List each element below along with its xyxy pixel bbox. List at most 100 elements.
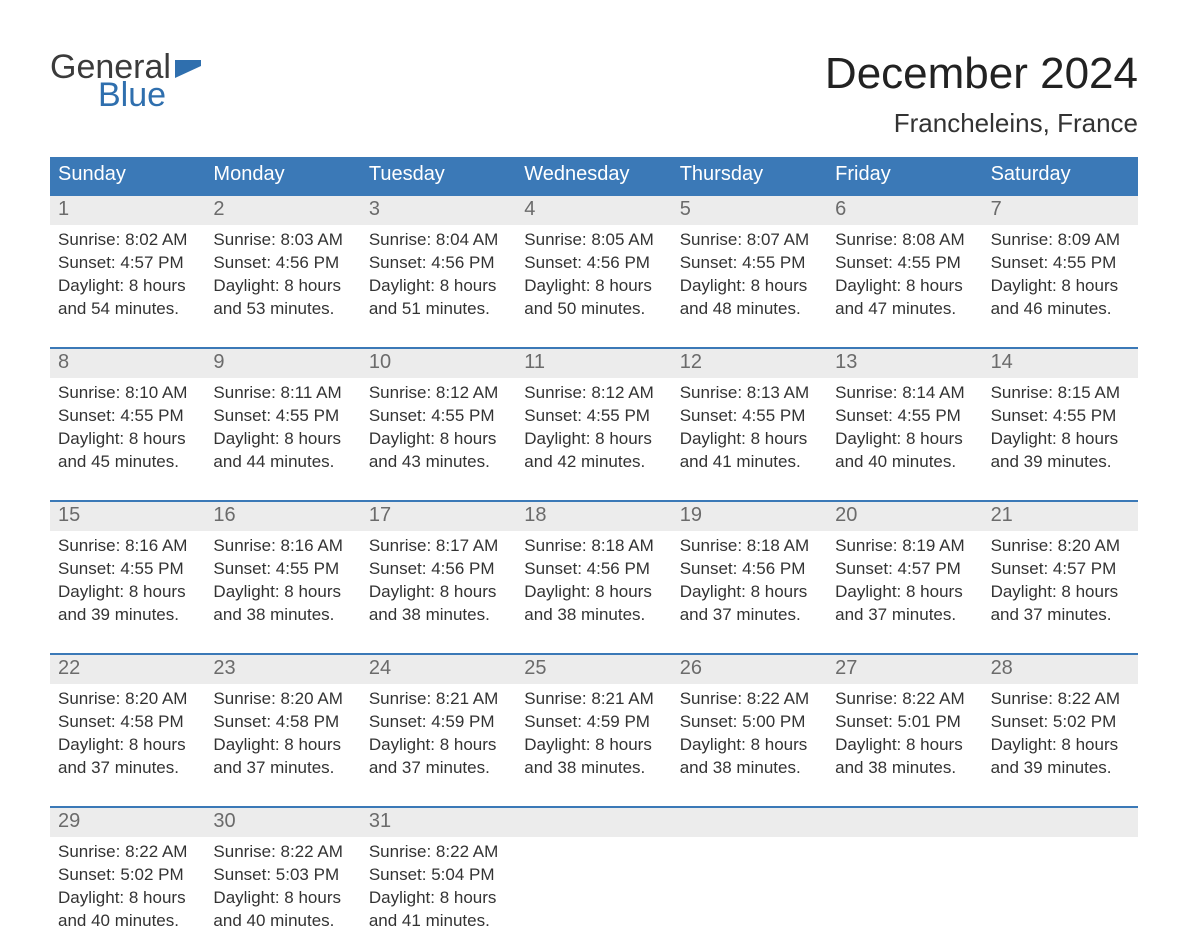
day-cell xyxy=(672,837,827,941)
day-number: 22 xyxy=(50,655,205,684)
daylight-text-1: Daylight: 8 hours xyxy=(369,887,508,910)
day-number: 27 xyxy=(827,655,982,684)
day-cell: Sunrise: 8:16 AMSunset: 4:55 PMDaylight:… xyxy=(50,531,205,635)
day-cell: Sunrise: 8:22 AMSunset: 5:02 PMDaylight:… xyxy=(983,684,1138,788)
sunrise-text: Sunrise: 8:22 AM xyxy=(369,841,508,864)
daylight-text-2: and 37 minutes. xyxy=(369,757,508,780)
sunrise-text: Sunrise: 8:03 AM xyxy=(213,229,352,252)
sunset-text: Sunset: 4:56 PM xyxy=(524,252,663,275)
day-number: 7 xyxy=(983,196,1138,225)
sunset-text: Sunset: 4:55 PM xyxy=(58,558,197,581)
day-cell: Sunrise: 8:05 AMSunset: 4:56 PMDaylight:… xyxy=(516,225,671,329)
weekday-header: Wednesday xyxy=(516,157,671,194)
weekday-header: Sunday xyxy=(50,157,205,194)
daylight-text-1: Daylight: 8 hours xyxy=(835,275,974,298)
day-cell: Sunrise: 8:20 AMSunset: 4:57 PMDaylight:… xyxy=(983,531,1138,635)
sunset-text: Sunset: 4:55 PM xyxy=(835,252,974,275)
sunset-text: Sunset: 4:55 PM xyxy=(835,405,974,428)
day-cell: Sunrise: 8:07 AMSunset: 4:55 PMDaylight:… xyxy=(672,225,827,329)
sunrise-text: Sunrise: 8:15 AM xyxy=(991,382,1130,405)
sunset-text: Sunset: 4:56 PM xyxy=(369,558,508,581)
day-number: 25 xyxy=(516,655,671,684)
day-number-row: 1234567 xyxy=(50,196,1138,225)
weekday-header: Thursday xyxy=(672,157,827,194)
daylight-text-2: and 37 minutes. xyxy=(58,757,197,780)
daylight-text-1: Daylight: 8 hours xyxy=(213,428,352,451)
daylight-text-2: and 43 minutes. xyxy=(369,451,508,474)
daylight-text-1: Daylight: 8 hours xyxy=(991,275,1130,298)
sunrise-text: Sunrise: 8:16 AM xyxy=(213,535,352,558)
daylight-text-1: Daylight: 8 hours xyxy=(58,275,197,298)
daylight-text-2: and 40 minutes. xyxy=(213,910,352,933)
daylight-text-1: Daylight: 8 hours xyxy=(524,275,663,298)
day-cell: Sunrise: 8:11 AMSunset: 4:55 PMDaylight:… xyxy=(205,378,360,482)
sunset-text: Sunset: 4:55 PM xyxy=(213,405,352,428)
sunrise-text: Sunrise: 8:19 AM xyxy=(835,535,974,558)
title-block: December 2024 Francheleins, France xyxy=(825,50,1138,139)
day-cell: Sunrise: 8:04 AMSunset: 4:56 PMDaylight:… xyxy=(361,225,516,329)
sunset-text: Sunset: 4:59 PM xyxy=(524,711,663,734)
daylight-text-2: and 37 minutes. xyxy=(835,604,974,627)
day-cell: Sunrise: 8:12 AMSunset: 4:55 PMDaylight:… xyxy=(361,378,516,482)
daylight-text-2: and 38 minutes. xyxy=(369,604,508,627)
day-cell: Sunrise: 8:21 AMSunset: 4:59 PMDaylight:… xyxy=(361,684,516,788)
sunset-text: Sunset: 4:56 PM xyxy=(213,252,352,275)
day-number: 16 xyxy=(205,502,360,531)
daylight-text-2: and 48 minutes. xyxy=(680,298,819,321)
sunrise-text: Sunrise: 8:10 AM xyxy=(58,382,197,405)
day-number: 5 xyxy=(672,196,827,225)
daylight-text-1: Daylight: 8 hours xyxy=(213,734,352,757)
daylight-text-1: Daylight: 8 hours xyxy=(680,581,819,604)
day-number: 3 xyxy=(361,196,516,225)
sunrise-text: Sunrise: 8:14 AM xyxy=(835,382,974,405)
daylight-text-2: and 51 minutes. xyxy=(369,298,508,321)
sunrise-text: Sunrise: 8:20 AM xyxy=(991,535,1130,558)
sunset-text: Sunset: 4:55 PM xyxy=(680,252,819,275)
sunrise-text: Sunrise: 8:21 AM xyxy=(369,688,508,711)
weekday-header: Friday xyxy=(827,157,982,194)
day-number: 29 xyxy=(50,808,205,837)
sunrise-text: Sunrise: 8:22 AM xyxy=(213,841,352,864)
daylight-text-1: Daylight: 8 hours xyxy=(991,734,1130,757)
daylight-text-1: Daylight: 8 hours xyxy=(524,581,663,604)
sunrise-text: Sunrise: 8:04 AM xyxy=(369,229,508,252)
daylight-text-2: and 54 minutes. xyxy=(58,298,197,321)
flag-icon xyxy=(175,60,201,78)
daylight-text-1: Daylight: 8 hours xyxy=(369,275,508,298)
sunrise-text: Sunrise: 8:02 AM xyxy=(58,229,197,252)
day-cell: Sunrise: 8:02 AMSunset: 4:57 PMDaylight:… xyxy=(50,225,205,329)
daylight-text-2: and 38 minutes. xyxy=(680,757,819,780)
sunset-text: Sunset: 4:55 PM xyxy=(369,405,508,428)
daylight-text-2: and 39 minutes. xyxy=(58,604,197,627)
daylight-text-1: Daylight: 8 hours xyxy=(524,428,663,451)
daylight-text-2: and 44 minutes. xyxy=(213,451,352,474)
daylight-text-2: and 53 minutes. xyxy=(213,298,352,321)
daylight-text-2: and 41 minutes. xyxy=(680,451,819,474)
day-cell: Sunrise: 8:13 AMSunset: 4:55 PMDaylight:… xyxy=(672,378,827,482)
sunrise-text: Sunrise: 8:16 AM xyxy=(58,535,197,558)
sunrise-text: Sunrise: 8:20 AM xyxy=(58,688,197,711)
month-title: December 2024 xyxy=(825,50,1138,98)
calendar-grid: Sunday Monday Tuesday Wednesday Thursday… xyxy=(50,157,1138,941)
daylight-text-2: and 37 minutes. xyxy=(213,757,352,780)
sunset-text: Sunset: 4:59 PM xyxy=(369,711,508,734)
sunset-text: Sunset: 5:02 PM xyxy=(991,711,1130,734)
day-number-row: 293031 xyxy=(50,808,1138,837)
day-cell: Sunrise: 8:21 AMSunset: 4:59 PMDaylight:… xyxy=(516,684,671,788)
day-cell: Sunrise: 8:22 AMSunset: 5:03 PMDaylight:… xyxy=(205,837,360,941)
sunrise-text: Sunrise: 8:21 AM xyxy=(524,688,663,711)
sunrise-text: Sunrise: 8:22 AM xyxy=(680,688,819,711)
sunset-text: Sunset: 4:58 PM xyxy=(213,711,352,734)
daylight-text-2: and 38 minutes. xyxy=(524,604,663,627)
day-number: 31 xyxy=(361,808,516,837)
day-number: 15 xyxy=(50,502,205,531)
daylight-text-2: and 46 minutes. xyxy=(991,298,1130,321)
daylight-text-2: and 38 minutes. xyxy=(835,757,974,780)
day-cell: Sunrise: 8:08 AMSunset: 4:55 PMDaylight:… xyxy=(827,225,982,329)
day-cell: Sunrise: 8:09 AMSunset: 4:55 PMDaylight:… xyxy=(983,225,1138,329)
daylight-text-1: Daylight: 8 hours xyxy=(680,734,819,757)
daylight-text-1: Daylight: 8 hours xyxy=(835,428,974,451)
day-number: 19 xyxy=(672,502,827,531)
brand-logo: General Blue xyxy=(50,50,201,112)
day-number: 4 xyxy=(516,196,671,225)
